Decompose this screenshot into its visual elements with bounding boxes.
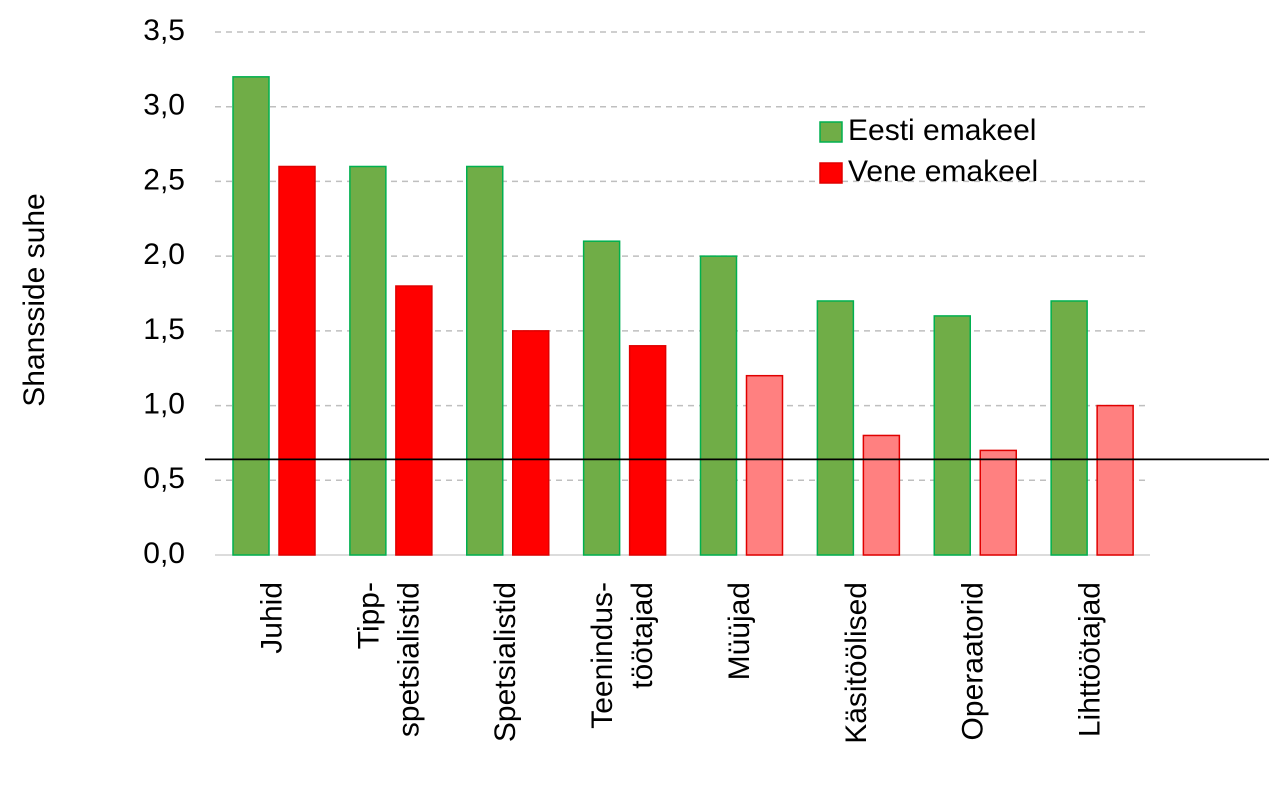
legend-swatch <box>819 162 843 184</box>
legend-label: Vene emakeel <box>848 155 1038 188</box>
bar <box>1050 300 1088 556</box>
bar <box>699 255 738 556</box>
y-tick-label: 3,0 <box>143 89 185 122</box>
x-tick-label: Juhid <box>255 582 288 654</box>
y-tick-label: 1,0 <box>143 387 185 420</box>
y-tick-label: 1,5 <box>143 313 185 346</box>
bar <box>1096 404 1134 556</box>
bar <box>816 300 855 556</box>
y-tick-label: 0,0 <box>143 537 185 570</box>
bar <box>278 165 316 556</box>
bar <box>512 330 550 556</box>
y-tick-label: 3,5 <box>143 14 185 47</box>
legend-label: Eesti emakeel <box>848 114 1036 147</box>
y-tick-label: 2,5 <box>143 163 185 196</box>
y-tick-label: 2,0 <box>143 238 185 271</box>
x-tick-label: Müüjad <box>723 582 756 680</box>
x-tick-label: Spetsialistid <box>489 582 522 742</box>
y-axis-label: Shansside suhe <box>18 193 51 407</box>
bar <box>745 374 784 556</box>
x-tick-label: Tipp-spetsialistid <box>352 582 425 737</box>
x-tick-label: Operaatorid <box>957 582 990 740</box>
bar <box>933 315 971 556</box>
bar <box>979 449 1017 556</box>
y-tick-label: 0,5 <box>143 462 185 495</box>
bar <box>232 76 270 556</box>
x-tick-label: Teenindus-töötajad <box>586 582 659 729</box>
bar <box>466 165 504 556</box>
bar <box>628 345 667 556</box>
bar <box>395 285 433 556</box>
bar <box>862 434 901 556</box>
bar <box>349 165 387 556</box>
bar <box>582 240 621 556</box>
legend-swatch <box>819 121 843 143</box>
x-tick-label: Käsitöölised <box>840 582 873 744</box>
x-tick-label: Lihttöötajad <box>1073 582 1106 737</box>
